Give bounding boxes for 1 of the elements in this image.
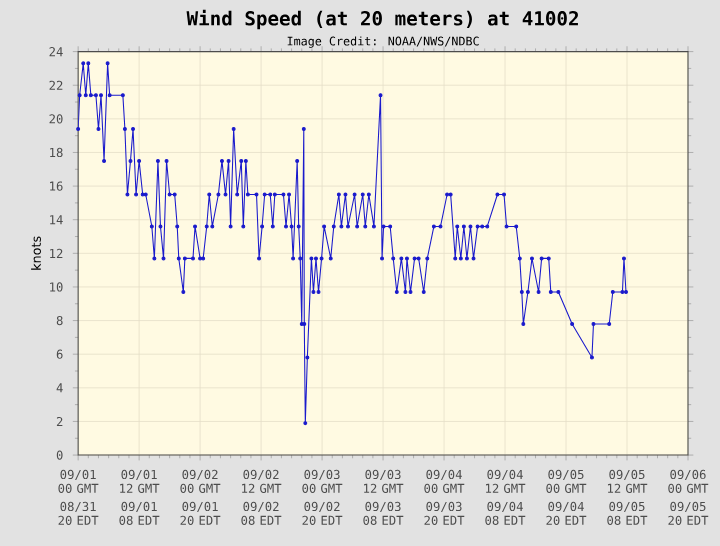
chart-title: Wind Speed (at 20 meters) at 41002 [186, 9, 578, 30]
